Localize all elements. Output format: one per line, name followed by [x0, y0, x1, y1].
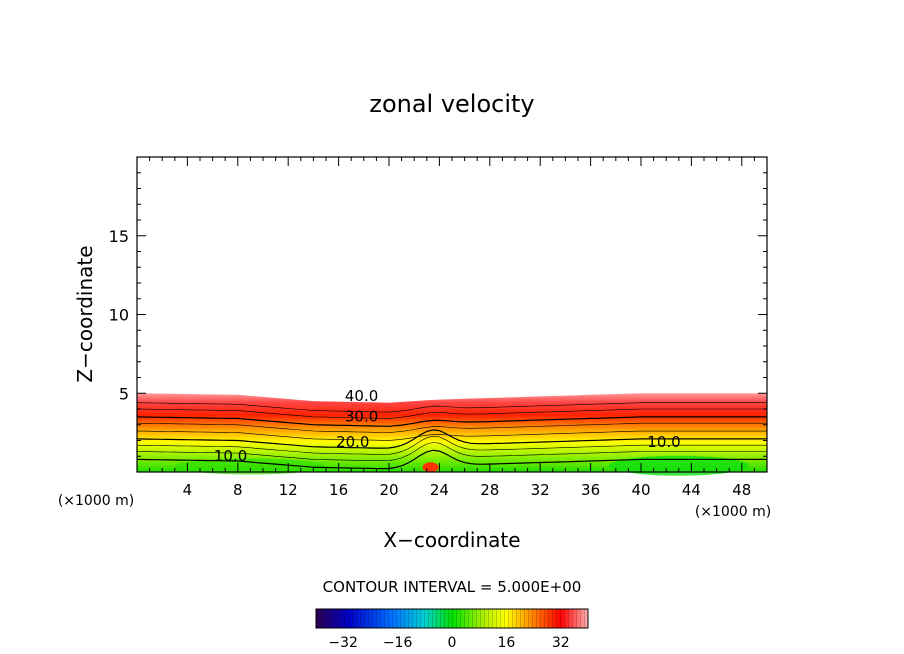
x-tick-label: 48: [732, 481, 751, 499]
colorbar-frame: [315, 608, 589, 629]
x-tick-label: 8: [233, 481, 243, 499]
contour-label: 10.0: [647, 433, 680, 451]
contour-label: 30.0: [345, 408, 378, 426]
x-tick-label: 44: [682, 481, 701, 499]
colorbar-tick-label: 16: [497, 635, 515, 651]
chart-title: zonal velocity: [369, 90, 534, 118]
x-unit-left-label: (×1000 m): [58, 493, 134, 509]
contour-label: 20.0: [336, 433, 369, 451]
field-hotspot: [422, 462, 439, 473]
colorbar-tick-label: 32: [552, 635, 570, 651]
contour-line: [136, 442, 767, 461]
x-tick-label: 20: [379, 481, 398, 499]
colorbar: −32 −16 0 16 32: [315, 608, 589, 651]
colorbar-hatching: [316, 609, 588, 628]
x-tick-label: 32: [531, 481, 550, 499]
colorbar-tick-label: −32: [328, 635, 358, 651]
x-tick-label: 24: [430, 481, 449, 499]
contour-line: [136, 408, 767, 419]
x-tick-label: 4: [183, 481, 193, 499]
colorbar-tick-label: −16: [383, 635, 413, 651]
contour-line: [137, 430, 767, 441]
y-tick-label: 5: [119, 384, 129, 403]
contour-label: 10.0: [214, 447, 247, 465]
x-tick-label: 12: [279, 481, 298, 499]
contour-line: [136, 449, 767, 470]
y-tick-label: 10: [109, 306, 129, 325]
colorbar-tick-label: 0: [448, 635, 457, 651]
contour-line: [136, 422, 767, 433]
x-tick-label: 28: [480, 481, 499, 499]
contour-interval-label: CONTOUR INTERVAL = 5.000E+00: [323, 578, 582, 596]
x-tick-label: 40: [631, 481, 650, 499]
x-unit-right-label: (×1000 m): [695, 504, 771, 520]
contour-line: [136, 416, 767, 427]
contour-line: [136, 435, 767, 455]
x-tick-label: 16: [329, 481, 348, 499]
contour-line: [136, 402, 767, 413]
plot-area: 40.030.020.010.010.04 8 12 16 20 24 28 32 36 40 44…: [109, 156, 768, 499]
contour-label: 40.0: [345, 387, 378, 405]
x-axis-label: X−coordinate: [383, 528, 520, 552]
x-tick-label: 36: [581, 481, 600, 499]
field-pocket-east: [608, 455, 749, 476]
contour-line: [136, 429, 767, 449]
y-tick-label: 15: [109, 227, 129, 246]
y-axis-label: Z−coordinate: [73, 245, 97, 382]
